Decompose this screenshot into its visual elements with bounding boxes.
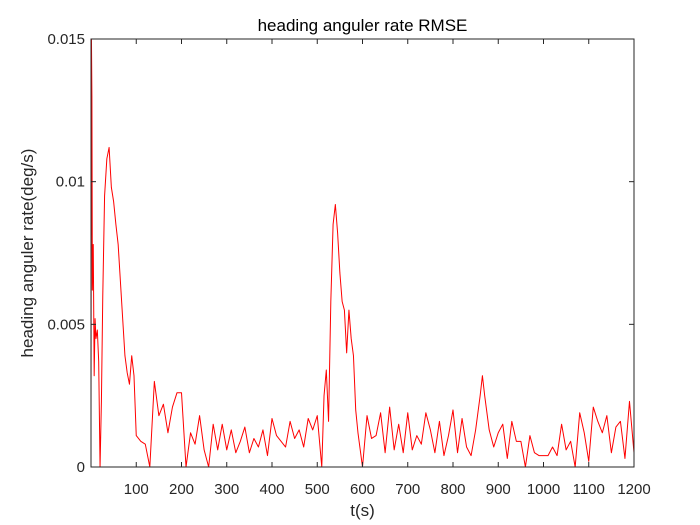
x-tick-label: 1200 [617,481,650,498]
y-tick-label: 0.01 [56,174,85,191]
x-tick-label: 1000 [527,481,560,498]
x-axis-title: t(s) [350,501,375,520]
y-tick-label: 0.015 [47,31,85,48]
plot-area [91,39,634,467]
x-tick-label: 700 [395,481,420,498]
y-axis-title: heading anguler rate(deg/s) [18,149,37,358]
y-tick-label: 0.005 [47,316,85,333]
ticks-layer: 100 200 300 400 500 600 700 800 900 1000 1100 1200 0… [47,31,650,498]
y-tick-label: 0 [77,459,85,476]
x-tick-label: 900 [486,481,511,498]
x-tick-label: 600 [350,481,375,498]
x-tick-label: 800 [440,481,465,498]
x-tick-label: 300 [214,481,239,498]
x-tick-label: 100 [124,481,149,498]
x-tick-label: 1100 [573,481,605,498]
series-line-0 [90,38,635,468]
x-tick-label: 200 [169,481,194,498]
chart-title: heading anguler rate RMSE [258,16,468,35]
data-layer [90,38,635,468]
x-tick-label: 500 [305,481,330,498]
x-tick-label: 400 [259,481,284,498]
